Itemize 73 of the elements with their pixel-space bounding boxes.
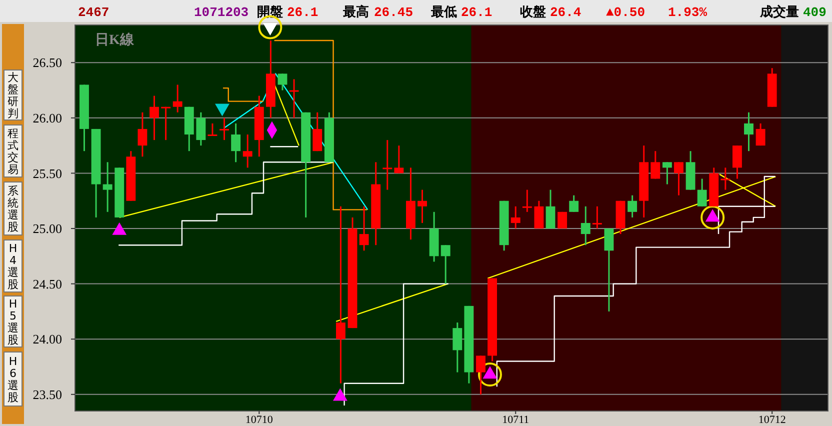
candlestick bbox=[522, 189, 532, 213]
candlestick bbox=[476, 354, 486, 396]
text: H4選股 bbox=[8, 242, 18, 291]
text: 26.1 bbox=[287, 5, 318, 20]
text: 日K線 bbox=[95, 32, 135, 48]
text: 收盤 bbox=[520, 5, 546, 20]
text: H6選股 bbox=[8, 354, 18, 404]
line-series bbox=[118, 162, 334, 246]
x-tick-label: 10712 bbox=[758, 414, 786, 426]
y-tick-label: 24.00 bbox=[32, 332, 62, 347]
text: 系統選股 bbox=[8, 184, 18, 234]
candlestick bbox=[102, 161, 112, 213]
candlestick bbox=[382, 139, 392, 191]
y-tick-label: 26.50 bbox=[32, 55, 62, 70]
candlestick bbox=[336, 206, 346, 384]
candlestick bbox=[604, 228, 614, 312]
text: 成交量 bbox=[759, 4, 799, 20]
candlestick bbox=[592, 206, 602, 230]
text: 大盤研判 bbox=[8, 70, 18, 120]
point bbox=[332, 388, 348, 401]
candlestick bbox=[534, 200, 544, 230]
candlestick bbox=[418, 189, 427, 224]
candlestick bbox=[278, 72, 288, 92]
candlestick bbox=[744, 112, 754, 152]
candlestick bbox=[312, 112, 322, 152]
candlestick bbox=[452, 322, 462, 374]
text: 26.45 bbox=[374, 5, 414, 20]
candlestick bbox=[394, 144, 404, 174]
candlestick bbox=[138, 112, 148, 158]
text: ▲0.50 bbox=[606, 5, 646, 20]
candlestick bbox=[161, 106, 171, 141]
candlestick bbox=[172, 84, 182, 114]
point bbox=[700, 205, 725, 230]
candlestick bbox=[196, 112, 206, 146]
candlestick bbox=[220, 117, 229, 141]
candlestick bbox=[569, 194, 579, 213]
candlestick bbox=[510, 206, 520, 230]
candlestick bbox=[697, 178, 707, 208]
text: 1071203 bbox=[194, 5, 249, 20]
candlestick bbox=[359, 206, 369, 252]
text: H5選股 bbox=[8, 297, 18, 346]
candlestick bbox=[580, 206, 590, 246]
text: 程式交易 bbox=[8, 126, 18, 176]
text: 26.4 bbox=[550, 5, 582, 20]
x-tick-label: 10711 bbox=[502, 414, 530, 426]
candlestick bbox=[628, 194, 638, 218]
text: 最高 bbox=[342, 4, 369, 20]
y-tick-label: 23.50 bbox=[32, 386, 62, 402]
point bbox=[112, 222, 127, 235]
y-tick-label: 25.50 bbox=[32, 166, 62, 181]
candlestick bbox=[650, 150, 660, 180]
candlestick bbox=[150, 95, 159, 141]
text: 最低 bbox=[430, 5, 457, 20]
candlestick bbox=[242, 134, 252, 168]
text: 1.93% bbox=[668, 5, 708, 20]
candlestick bbox=[662, 161, 672, 186]
candlestick bbox=[208, 122, 218, 136]
candlestick bbox=[289, 78, 299, 119]
y-tick-label: 24.50 bbox=[32, 276, 62, 292]
candlestick bbox=[231, 122, 241, 163]
text: 2467 bbox=[78, 5, 110, 20]
text: 409 bbox=[803, 5, 827, 20]
y-tick-label: 26.00 bbox=[32, 110, 62, 126]
candlestick bbox=[732, 144, 742, 180]
candlestick bbox=[756, 122, 766, 146]
x-tick-label: 10710 bbox=[245, 414, 274, 426]
candlestick bbox=[674, 161, 684, 196]
candlestick bbox=[546, 189, 556, 230]
text: 26.1 bbox=[461, 5, 492, 20]
candlestick bbox=[440, 244, 450, 285]
candlestick bbox=[720, 166, 730, 191]
y-tick-label: 25.00 bbox=[32, 221, 62, 236]
line-series bbox=[496, 176, 776, 388]
